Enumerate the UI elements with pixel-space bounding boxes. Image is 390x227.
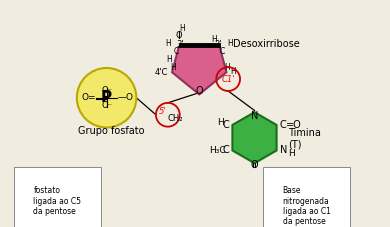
Text: O⁻: O⁻: [101, 86, 112, 95]
Text: Timina
(T): Timina (T): [289, 128, 321, 149]
Text: CH₂: CH₂: [168, 114, 183, 123]
Text: Grupo fosfato: Grupo fosfato: [78, 126, 144, 136]
Text: P: P: [101, 90, 112, 105]
Text: H: H: [217, 118, 224, 127]
Text: 2': 2': [214, 40, 222, 49]
Circle shape: [77, 68, 136, 128]
Text: H: H: [288, 148, 294, 158]
Text: C1': C1': [222, 74, 235, 84]
Text: O⁻: O⁻: [101, 101, 112, 110]
Text: H: H: [231, 67, 236, 76]
Text: C: C: [222, 146, 229, 155]
Text: N: N: [280, 146, 287, 155]
Text: 5': 5': [158, 107, 166, 116]
Text: H₃C: H₃C: [209, 146, 226, 155]
Text: 3': 3': [177, 40, 184, 49]
Text: C: C: [220, 47, 225, 56]
Text: H: H: [166, 55, 172, 64]
Text: O: O: [195, 86, 203, 96]
Text: 4'C: 4'C: [154, 68, 168, 77]
Text: O: O: [176, 31, 182, 39]
Polygon shape: [232, 112, 277, 163]
Text: C: C: [280, 120, 287, 130]
Text: C: C: [174, 47, 179, 56]
Text: —O: —O: [118, 93, 134, 102]
Text: H: H: [165, 39, 171, 48]
Text: fostato
ligada ao C5
da pentose: fostato ligada ao C5 da pentose: [34, 186, 82, 216]
Text: Desoxirribose: Desoxirribose: [233, 39, 300, 49]
Text: H: H: [170, 63, 176, 72]
Text: C: C: [222, 120, 229, 130]
Text: H: H: [212, 35, 218, 44]
Polygon shape: [172, 47, 227, 94]
Text: H: H: [224, 63, 230, 72]
Text: H: H: [179, 24, 185, 33]
Text: O=: O=: [81, 93, 96, 102]
Text: H: H: [227, 39, 233, 48]
Text: O: O: [251, 160, 258, 170]
Text: N: N: [251, 111, 258, 121]
Text: Base
nitrogenada
ligada ao C1
da pentose: Base nitrogenada ligada ao C1 da pentose: [282, 186, 330, 226]
Text: =O: =O: [286, 120, 302, 130]
